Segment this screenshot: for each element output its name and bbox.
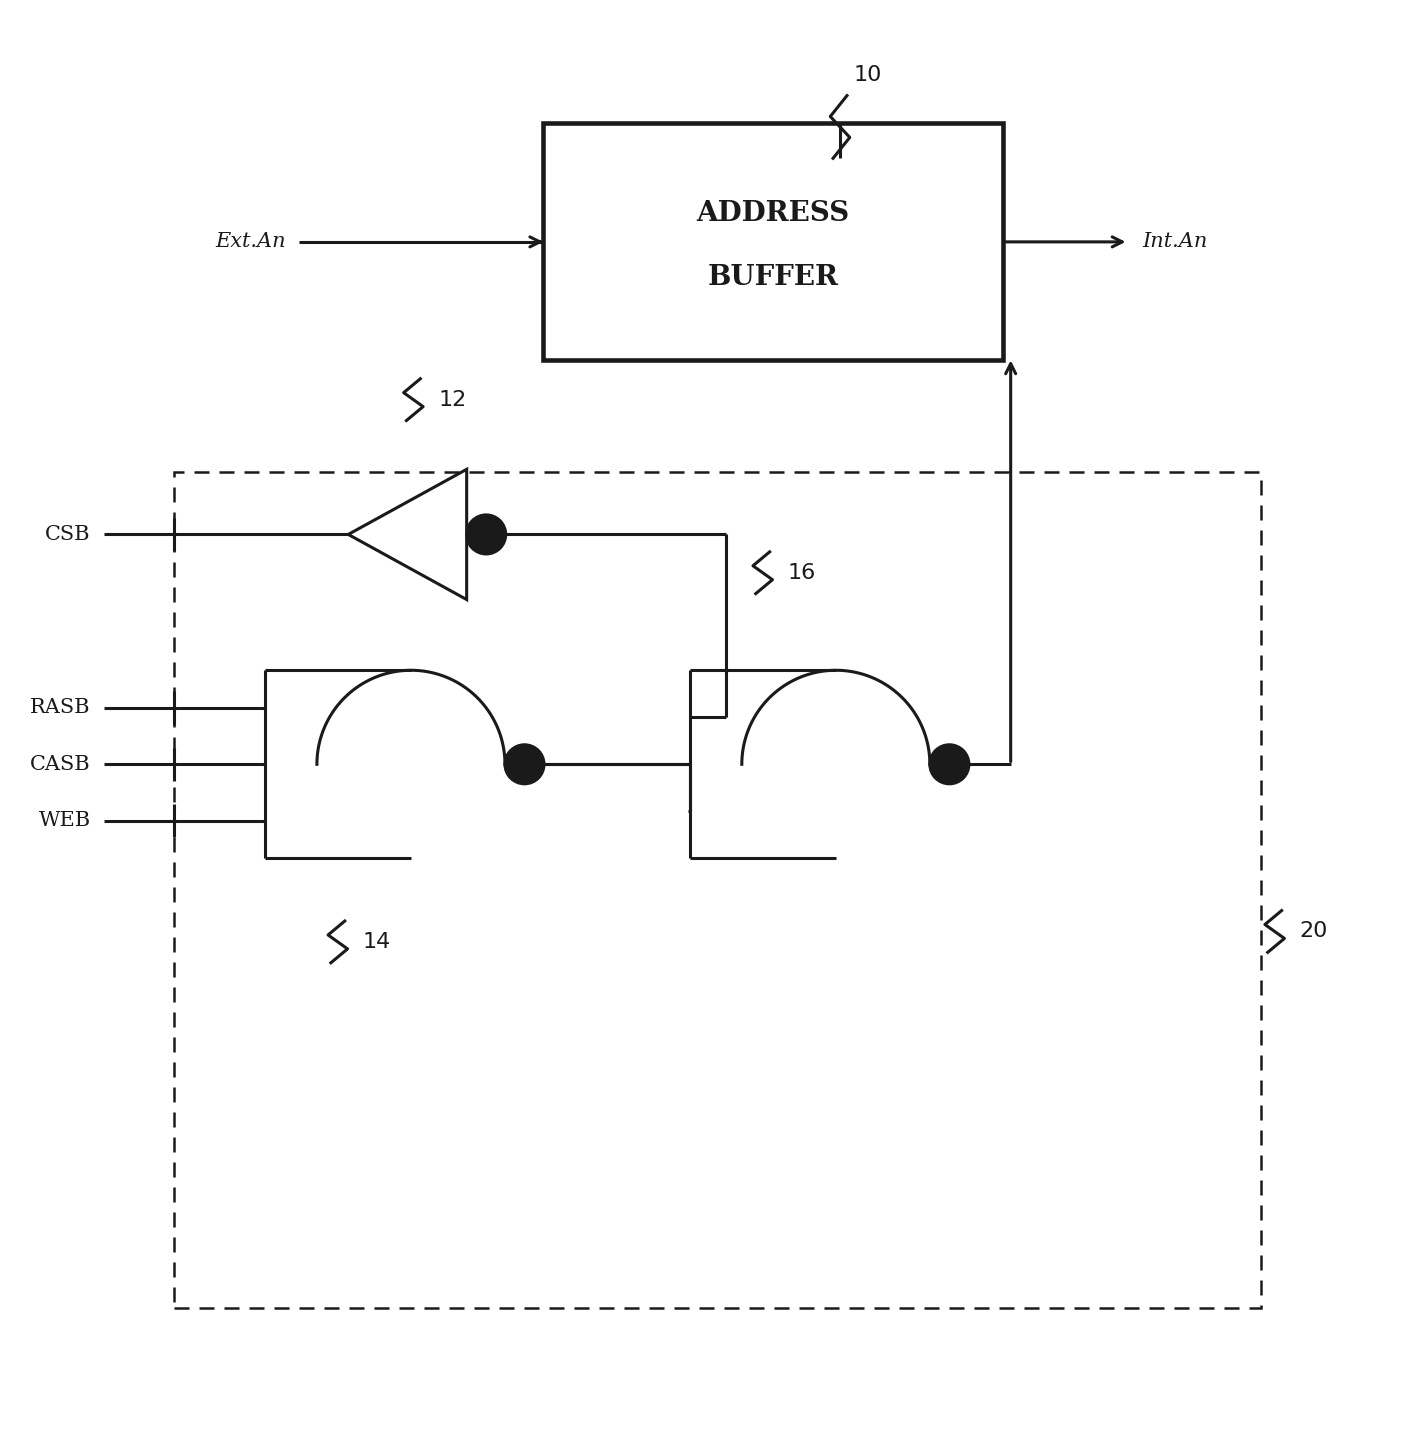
Text: CASB: CASB — [30, 754, 90, 773]
Bar — [174, 471, 1261, 1308]
Circle shape — [505, 744, 545, 783]
Text: 16: 16 — [788, 562, 816, 582]
Text: 10: 10 — [854, 65, 882, 85]
Circle shape — [467, 514, 505, 553]
Bar — [543, 123, 1003, 360]
Text: 20: 20 — [1300, 922, 1328, 942]
Text: 14: 14 — [363, 932, 391, 952]
Text: 12: 12 — [439, 390, 467, 409]
Text: Ext.An: Ext.An — [215, 233, 286, 251]
Text: CSB: CSB — [45, 525, 90, 543]
Text: Int.An: Int.An — [1142, 233, 1207, 251]
Circle shape — [930, 744, 969, 783]
Text: WEB: WEB — [38, 811, 90, 831]
Text: ADDRESS: ADDRESS — [696, 199, 850, 227]
Text: BUFFER: BUFFER — [708, 264, 839, 290]
Text: RASB: RASB — [30, 698, 90, 717]
Polygon shape — [349, 470, 467, 600]
